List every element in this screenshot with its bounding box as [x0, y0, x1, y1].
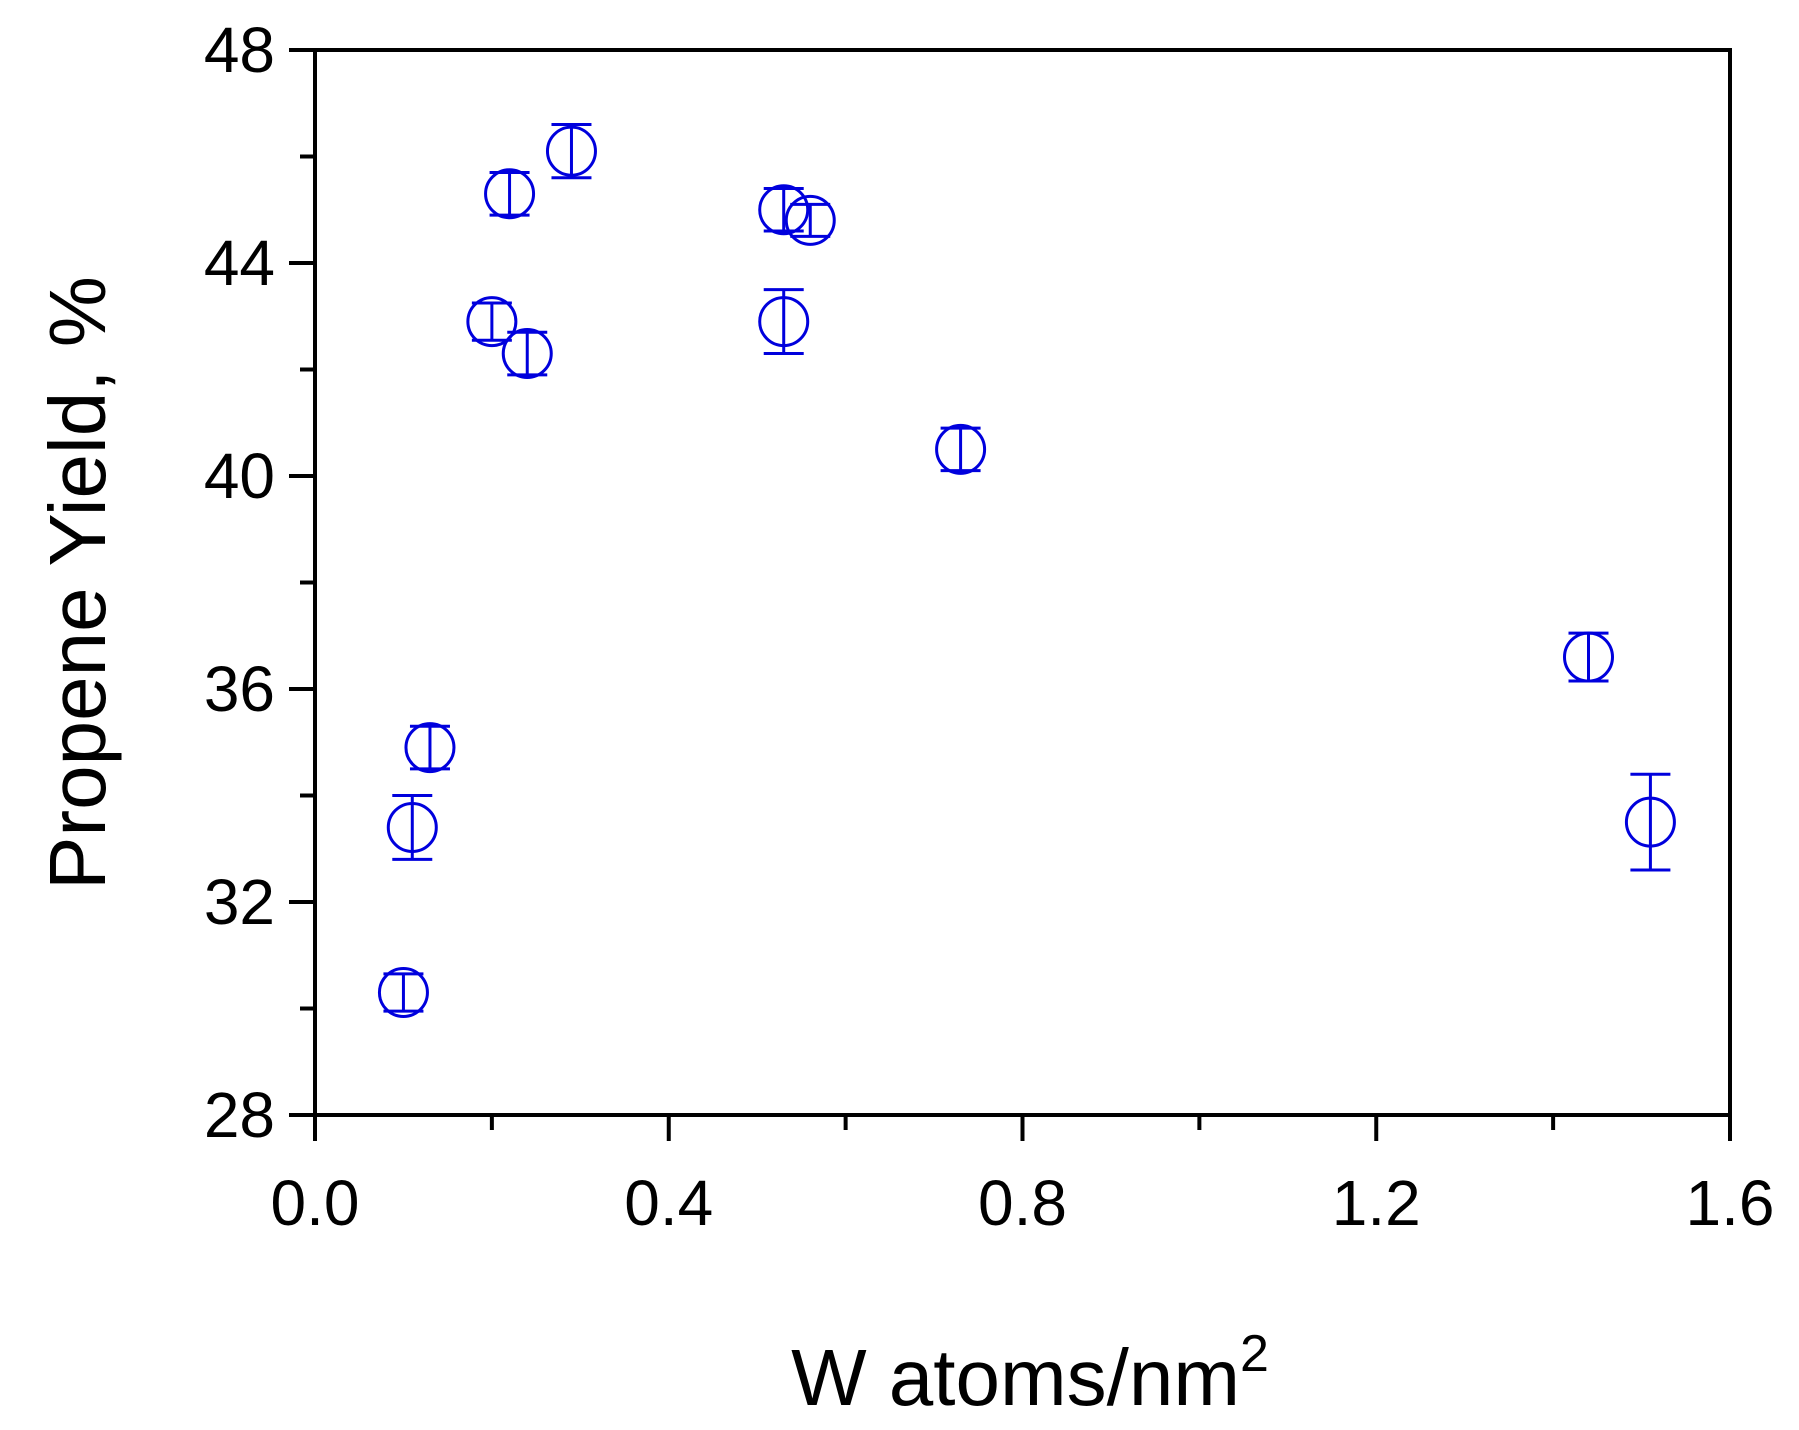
circle-marker [784, 194, 836, 246]
circle-marker [501, 328, 553, 380]
x-tick-label: 1.6 [1686, 1167, 1775, 1239]
circle-marker [484, 168, 536, 220]
circle-marker [758, 184, 810, 236]
y-tick-label: 48 [204, 14, 275, 86]
circle-marker [1563, 631, 1614, 683]
x-axis-title: W atoms/nm2 [791, 1325, 1269, 1422]
y-tick-label: 44 [204, 227, 275, 299]
x-axis-title-text: W atoms/nm [791, 1333, 1240, 1422]
data-point [758, 288, 810, 356]
data-point [784, 194, 836, 246]
data-point [404, 722, 456, 774]
data-point [935, 423, 987, 475]
circle-marker [545, 125, 597, 177]
data-point [484, 168, 536, 220]
circle-marker [386, 801, 438, 853]
data-point [1624, 772, 1676, 872]
circle-marker [758, 296, 810, 348]
circle-marker [935, 423, 987, 475]
data-point [758, 184, 810, 236]
data-point [1563, 631, 1614, 683]
data-point [545, 123, 597, 180]
y-axis-title: Propene Yield, % [33, 276, 122, 890]
y-tick-label: 32 [204, 866, 275, 938]
x-tick-label: 1.2 [1332, 1167, 1421, 1239]
y-tick-label: 28 [204, 1079, 275, 1151]
y-tick-label: 36 [204, 653, 275, 725]
x-axis-title-superscript: 2 [1240, 1325, 1269, 1383]
x-tick-label: 0.4 [624, 1167, 713, 1239]
data-point [466, 296, 518, 348]
data-points [377, 123, 1676, 1019]
data-point [501, 328, 553, 380]
data-point [377, 967, 429, 1019]
x-tick-label: 0.0 [271, 1167, 360, 1239]
x-axis-ticks: 0.0 0.4 0.8 1.2 1.6 [271, 1115, 1775, 1239]
circle-marker [466, 296, 518, 348]
x-tick-label: 0.8 [978, 1167, 1067, 1239]
circle-marker [377, 967, 429, 1019]
circle-marker [404, 722, 456, 774]
y-tick-label: 40 [204, 440, 275, 512]
circle-marker [1624, 796, 1676, 848]
data-point [386, 794, 438, 861]
y-axis-ticks: 28 32 36 40 44 48 [204, 14, 315, 1151]
